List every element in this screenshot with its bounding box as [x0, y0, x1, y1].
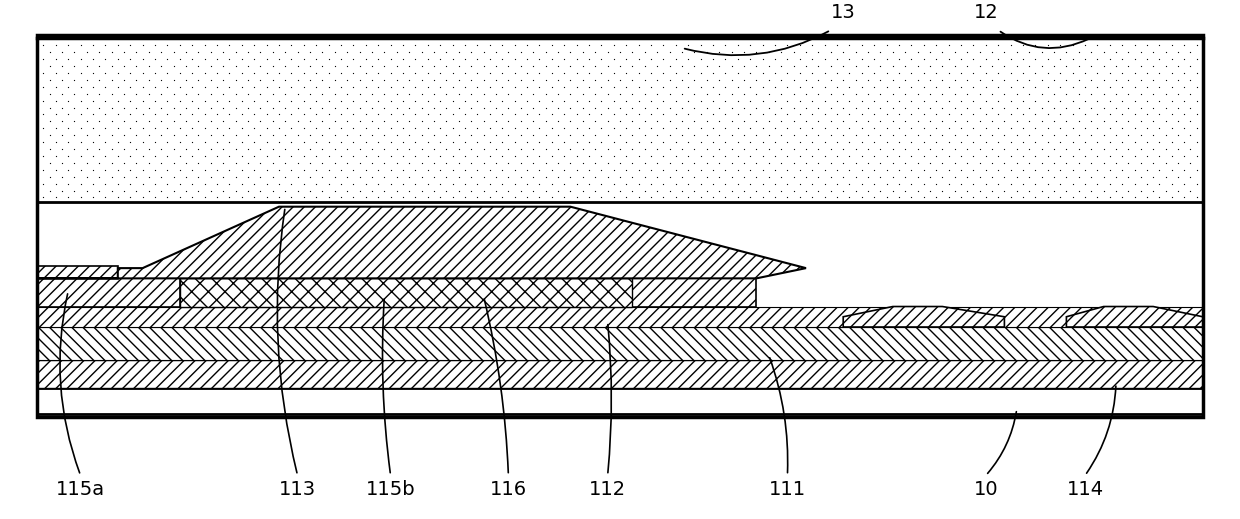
Polygon shape: [37, 266, 180, 307]
Text: 115a: 115a: [56, 480, 105, 499]
Bar: [180, 278, 632, 307]
Polygon shape: [37, 207, 806, 278]
Text: 115b: 115b: [366, 480, 415, 499]
Text: 12: 12: [973, 3, 998, 22]
Bar: [37, 35, 1203, 417]
Text: 111: 111: [769, 480, 806, 499]
Text: 112: 112: [589, 480, 626, 499]
Polygon shape: [632, 266, 756, 307]
Bar: [37, 360, 1203, 388]
Text: 13: 13: [831, 3, 856, 22]
Polygon shape: [843, 307, 1004, 327]
Bar: [37, 38, 1203, 201]
Text: 113: 113: [279, 480, 316, 499]
Bar: [37, 307, 1203, 327]
Bar: [37, 327, 1203, 360]
Text: 10: 10: [973, 480, 998, 499]
Polygon shape: [1066, 307, 1203, 327]
Text: 114: 114: [1066, 480, 1104, 499]
Bar: [37, 388, 1203, 414]
Text: 116: 116: [490, 480, 527, 499]
